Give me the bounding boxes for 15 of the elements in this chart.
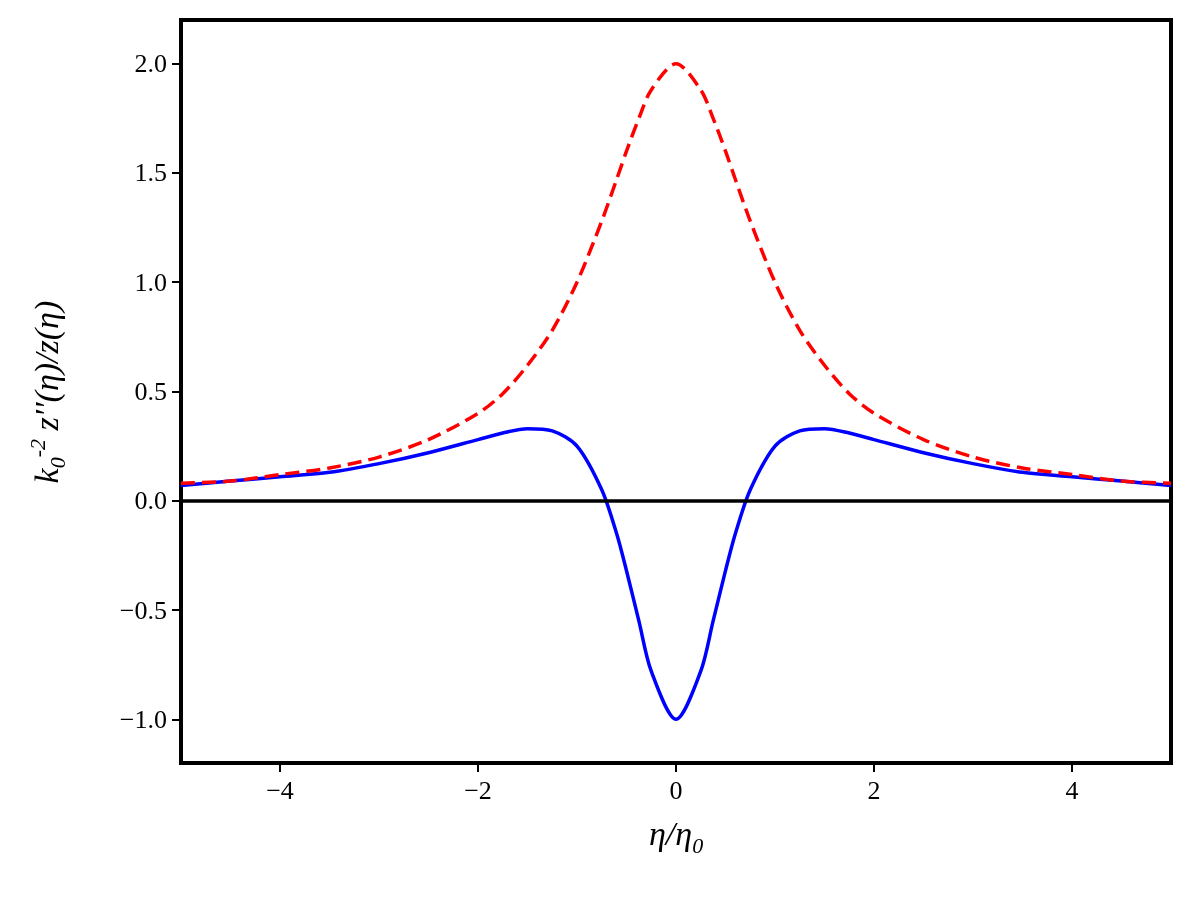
y-tick-label: 0.5 bbox=[134, 377, 167, 406]
y-tick-label: 0.0 bbox=[134, 486, 167, 516]
line-series bbox=[179, 426, 1173, 722]
y-tick-label: 1.5 bbox=[134, 158, 167, 188]
x-axis-title: η/η$_{0}$ bbox=[649, 815, 704, 859]
y-tick-label: 1.0 bbox=[134, 267, 167, 297]
x-tick-label: 2 bbox=[867, 775, 881, 805]
x-tick-label: −4 bbox=[266, 775, 294, 805]
y-tick-label: −1.0 bbox=[119, 704, 167, 734]
y-tick-label: 2.0 bbox=[134, 49, 167, 79]
y-tick-label: −0.5 bbox=[119, 595, 167, 625]
line-series bbox=[179, 61, 1173, 486]
x-tick-label: 0 bbox=[669, 775, 683, 805]
x-tick-label: 4 bbox=[1065, 775, 1079, 805]
x-tick-label: −2 bbox=[464, 775, 492, 805]
